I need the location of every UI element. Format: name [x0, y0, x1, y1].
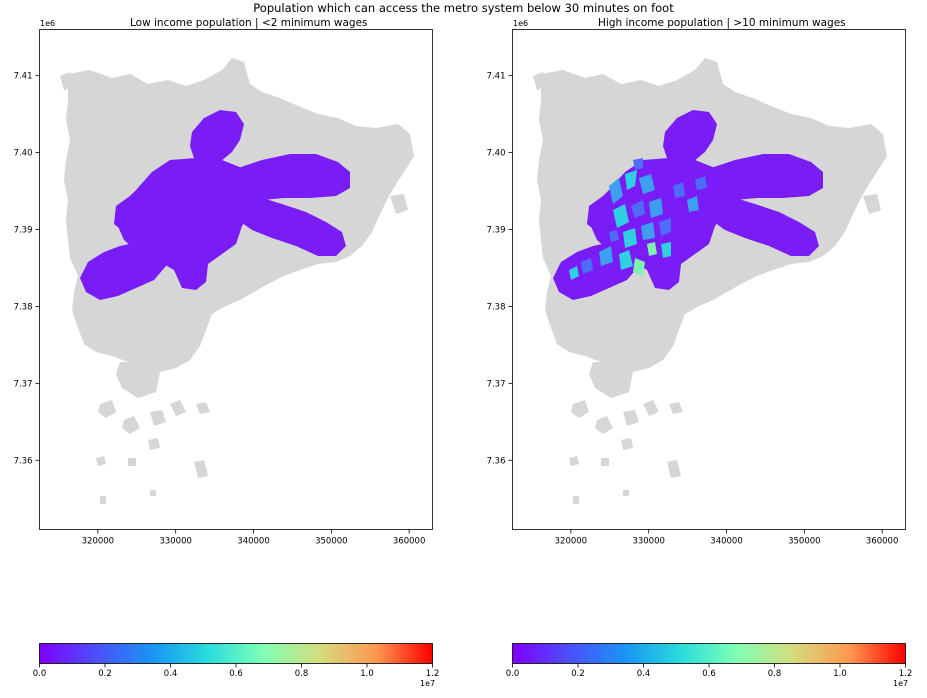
right-y-tick-label: 7.36 — [487, 456, 506, 466]
left-x-tick-label: 350000 — [315, 537, 347, 547]
right-colorbar-tick-label: 1.2 — [899, 669, 913, 679]
right-x-axis: 320000 330000 340000 350000 360000 — [555, 529, 898, 547]
left-y-tick-label: 7.39 — [14, 226, 33, 236]
right-x-tick-label: 330000 — [632, 537, 664, 547]
right-colorbar-tick-label: 0.0 — [506, 669, 520, 679]
right-y-axis: 7.36 7.37 7.38 7.39 7.40 7.41 — [487, 72, 513, 466]
right-colorbar-ticks: 0.0 0.2 0.4 0.6 0.8 1.0 1.2 — [506, 663, 913, 679]
left-panel-title: Low income population | <2 minimum wages — [130, 17, 368, 29]
left-y-axis: 7.36 7.37 7.38 7.39 7.40 7.41 — [14, 72, 40, 466]
left-y-tick-label: 7.41 — [14, 72, 33, 82]
left-colorbar-gradient — [39, 643, 433, 664]
right-panel-title: High income population | >10 minimum wag… — [598, 17, 846, 29]
left-colorbar-tick-label: 1.2 — [426, 669, 440, 679]
right-colorbar-tick-label: 0.8 — [768, 669, 782, 679]
left-colorbar-offset-label: 1e7 — [420, 679, 435, 688]
left-x-tick-label: 320000 — [82, 537, 114, 547]
left-colorbar-ticks: 0.0 0.2 0.4 0.6 0.8 1.0 1.2 — [33, 663, 440, 679]
left-colorbar-tick-label: 0.2 — [98, 669, 112, 679]
left-colorbar-tick-label: 0.4 — [164, 669, 178, 679]
left-colorbar-tick-label: 0.0 — [33, 669, 47, 679]
left-y-tick-label: 7.37 — [14, 379, 33, 389]
right-colorbar-tick-label: 0.4 — [637, 669, 651, 679]
right-y-tick-label: 7.40 — [487, 149, 506, 159]
right-map-panel: 1e6 7.36 7.37 7.38 7.39 7.40 7.41 320000 33000… — [487, 19, 906, 547]
left-x-tick-label: 360000 — [393, 537, 425, 547]
right-x-tick-label: 340000 — [710, 537, 742, 547]
right-colorbar: 0.0 0.2 0.4 0.6 0.8 1.0 1.2 1e7 — [506, 643, 913, 688]
left-x-tick-label: 330000 — [159, 537, 191, 547]
left-y-tick-label: 7.38 — [14, 302, 33, 312]
left-map-panel: 1e6 7.36 7.37 7.38 7.39 7.40 7.41 320000 33000… — [14, 19, 433, 547]
figure-title: Population which can access the metro sy… — [253, 1, 674, 15]
right-high-density-patches — [569, 158, 707, 280]
right-y-tick-label: 7.37 — [487, 379, 506, 389]
left-colorbar: 0.0 0.2 0.4 0.6 0.8 1.0 1.2 1e7 — [33, 643, 440, 688]
left-y-offset-label: 1e6 — [40, 19, 55, 28]
right-colorbar-tick-label: 0.6 — [702, 669, 716, 679]
left-y-tick-label: 7.36 — [14, 456, 33, 466]
left-colorbar-tick-label: 0.6 — [229, 669, 243, 679]
right-colorbar-gradient — [512, 643, 906, 664]
right-colorbar-tick-label: 1.0 — [833, 669, 847, 679]
right-x-tick-label: 350000 — [788, 537, 820, 547]
right-x-tick-label: 360000 — [866, 537, 898, 547]
right-y-tick-label: 7.39 — [487, 226, 506, 236]
right-y-tick-label: 7.38 — [487, 302, 506, 312]
right-colorbar-offset-label: 1e7 — [893, 679, 908, 688]
right-x-tick-label: 320000 — [555, 537, 587, 547]
left-x-tick-label: 340000 — [237, 537, 269, 547]
left-colorbar-tick-label: 0.8 — [295, 669, 309, 679]
right-y-tick-label: 7.41 — [487, 72, 506, 82]
left-colorbar-tick-label: 1.0 — [360, 669, 374, 679]
left-x-axis: 320000 330000 340000 350000 360000 — [82, 529, 425, 547]
right-y-offset-label: 1e6 — [513, 19, 528, 28]
left-y-tick-label: 7.40 — [14, 149, 33, 159]
right-colorbar-tick-label: 0.2 — [571, 669, 585, 679]
